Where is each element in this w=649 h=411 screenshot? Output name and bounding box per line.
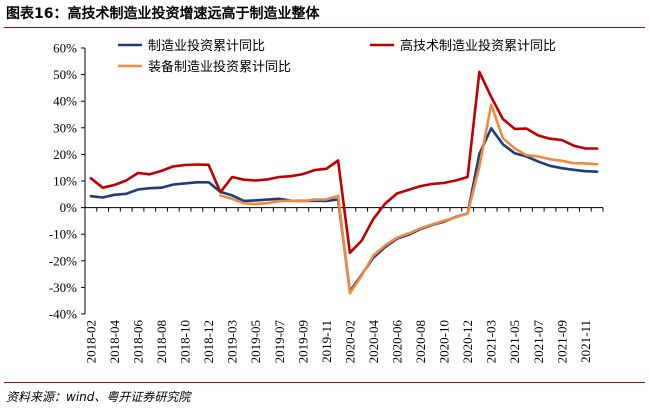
x-tick-label: 2020-10 <box>437 320 452 363</box>
y-tick-label: 20% <box>53 147 77 162</box>
x-tick-label: 2021-07 <box>531 320 546 364</box>
source-note: 资料来源：wind、粤开证券研究院 <box>6 390 191 404</box>
x-tick-label: 2020-08 <box>413 320 428 363</box>
x-tick-label: 2020-12 <box>460 320 475 363</box>
x-tick-label: 2018-06 <box>130 320 145 364</box>
line-chart: 60% 50% 40% 30% 20% 10% 0% -10% -20% -30% -40% 2018… <box>49 38 604 364</box>
x-tick-label: 2018-10 <box>178 320 193 363</box>
x-tick-label: 2019-11 <box>319 320 334 363</box>
y-tick-label: -40% <box>49 307 77 322</box>
x-tick-label: 2018-02 <box>83 320 98 363</box>
x-tick-label: 2021-05 <box>507 320 522 363</box>
x-tick-label: 2018-04 <box>107 320 122 364</box>
x-tick-label: 2018-08 <box>154 320 169 363</box>
y-tick-label: 30% <box>53 120 77 135</box>
x-tick-label: 2021-03 <box>484 320 499 363</box>
legend-label: 装备制造业投资累计同比 <box>148 59 291 75</box>
series-line-3 <box>219 103 599 295</box>
title-divider <box>4 27 645 28</box>
x-tick-label: 2019-09 <box>295 320 310 363</box>
y-tick-label: 10% <box>53 174 77 189</box>
source-divider <box>4 382 645 383</box>
x-tick-label: 2021-11 <box>578 320 593 363</box>
x-tick-label: 2018-12 <box>201 320 216 363</box>
series-lines <box>89 70 599 295</box>
x-tick-label: 2021-09 <box>554 320 569 363</box>
y-tick-label: -20% <box>49 253 77 268</box>
y-tick-label: 50% <box>53 67 77 82</box>
x-tick-label: 2019-03 <box>225 320 240 363</box>
x-tick-label: 2020-06 <box>389 320 404 364</box>
legend-label: 高技术制造业投资累计同比 <box>400 38 556 54</box>
y-tick-label: 40% <box>53 94 77 109</box>
axes: 60% 50% 40% 30% 20% 10% 0% -10% -20% -30% -40% 2018… <box>49 41 604 364</box>
series-line-2 <box>89 70 599 255</box>
x-tick-label: 2019-05 <box>248 320 263 363</box>
x-tick-label: 2019-07 <box>272 320 287 364</box>
y-tick-label: 0% <box>60 200 78 215</box>
figure-title: 图表16：高技术制造业投资增速远高于制造业整体 <box>6 6 320 22</box>
x-tick-label: 2020-04 <box>366 320 381 364</box>
legend-label: 制造业投资累计同比 <box>148 38 265 54</box>
x-tick-label: 2020-02 <box>342 320 357 363</box>
y-tick-label: -30% <box>49 280 77 295</box>
y-tick-label: 60% <box>53 41 77 56</box>
y-tick-label: -10% <box>49 227 77 242</box>
